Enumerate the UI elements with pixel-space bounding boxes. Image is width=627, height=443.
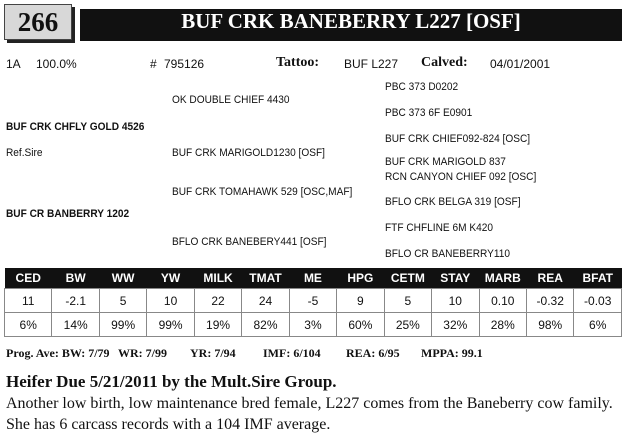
epd-table: CED BW WW YW MILK TMAT ME HPG CETM STAY MARB REA BFA… [3, 268, 622, 337]
great-grandparent: FTF CHFLINE 6M K420 [385, 222, 493, 234]
epd-header: MARB [479, 268, 527, 289]
grandparent: OK DOUBLE CHIEF 4430 [172, 94, 290, 106]
epd-percentile: 28% [478, 312, 527, 337]
epd-header: STAY [431, 268, 480, 289]
epd-header: HPG [336, 268, 385, 289]
comment-heading: Heifer Due 5/21/2011 by the Mult.Sire Gr… [6, 372, 337, 391]
great-grandparent: BFLO CR BANEBERRY110 [385, 248, 511, 260]
epd-value: -0.03 [573, 288, 622, 313]
epd-row: 6% 14% 99% 99% 19% 82% 3% 60% 25% 32% 28% 98% 6% [3, 312, 622, 337]
epd-percentile: 32% [431, 312, 480, 337]
calved-label: Calved: [421, 55, 468, 70]
epd-row: CED BW WW YW MILK TMAT ME HPG CETM STAY MARB REA BFA… [4, 268, 622, 289]
epd-percentile: 14% [51, 312, 100, 337]
epd-percentile: 60% [336, 312, 385, 337]
epd-header: YW [146, 268, 195, 289]
epd-percentile: 82% [241, 312, 290, 337]
tattoo: BUF L227 [344, 57, 399, 71]
great-grandparent: BUF CRK CHIEF092-824 [OSC] [385, 133, 531, 145]
dam: BUF CR BANBERRY 1202 [6, 208, 130, 220]
progeny-average: Prog. Ave: BW: 7/79 [6, 346, 110, 360]
epd-header: ME [289, 268, 337, 289]
great-grandparent: BUF CRK MARIGOLD 837 [385, 156, 506, 168]
epd-percentile: 25% [383, 312, 433, 337]
epd-percentile: 3% [288, 312, 338, 337]
epd-header: TMAT [241, 268, 290, 289]
great-grandparent: PBC 373 6F E0901 [385, 107, 473, 119]
great-grandparent: BFLO CRK BELGA 319 [OSF] [385, 196, 521, 208]
sire: BUF CRK CHFLY GOLD 4526 [6, 121, 145, 133]
progeny-average: MPPA: 99.1 [421, 346, 483, 360]
epd-value: 0.10 [478, 288, 527, 313]
progeny-average: REA: 6/95 [346, 346, 400, 360]
epd-header: BW [51, 268, 100, 289]
epd-value: 22 [193, 288, 243, 313]
epd-percentile: 98% [525, 312, 575, 337]
title-bar [80, 9, 622, 41]
epd-header: REA [526, 268, 574, 289]
sire-note: Ref.Sire [6, 147, 43, 159]
grandparent: BFLO CRK BANEBERY441 [OSF] [172, 236, 327, 248]
great-grandparent: PBC 373 D0202 [385, 81, 459, 93]
registration: 1A [6, 57, 21, 71]
epd-value: 10 [431, 288, 480, 313]
epd-row: 11 -2.1 5 10 22 24 -5 9 5 10 0.10 -0.32 -0.03 [3, 288, 622, 313]
epd-value: 24 [241, 288, 290, 313]
epd-header: MILK [194, 268, 242, 289]
grandparent: BUF CRK MARIGOLD1230 [OSF] [172, 147, 325, 159]
progeny-average: YR: 7/94 [190, 346, 236, 360]
epd-value: 10 [146, 288, 195, 313]
lot-number: 266 [4, 4, 72, 40]
epd-percentile: 6% [3, 312, 53, 337]
epd-header: BFAT [573, 268, 622, 289]
epd-percentile: 19% [193, 312, 243, 337]
reg-number: 795126 [164, 57, 205, 71]
epd-value: -2.1 [51, 288, 100, 313]
epd-value: 5 [98, 288, 148, 313]
epd-value: 11 [3, 288, 53, 313]
epd-percentile: 99% [98, 312, 148, 337]
tattoo-label: Tattoo: [276, 55, 320, 70]
grandparent: BUF CRK TOMAHAWK 529 [OSC,MAF] [172, 186, 353, 198]
epd-percentile: 99% [146, 312, 195, 337]
epd-value: -0.32 [525, 288, 575, 313]
comment-text: Another low birth, low maintenance bred … [6, 395, 613, 433]
epd-header: CETM [384, 268, 432, 289]
number-label: # [150, 57, 157, 71]
epd-value: 5 [383, 288, 433, 313]
animal-name: BUF CRK BANEBERRY L227 [OSF] [181, 9, 521, 33]
calved: 04/01/2001 [490, 57, 551, 71]
epd-header: CED [4, 268, 52, 289]
epd-value: -5 [288, 288, 338, 313]
progeny-average: IMF: 6/104 [263, 346, 321, 360]
epd-header: WW [99, 268, 147, 289]
great-grandparent: RCN CANYON CHIEF 092 [OSC] [385, 171, 537, 183]
percent: 100.0% [36, 57, 77, 71]
epd-percentile: 6% [573, 312, 622, 337]
progeny-average: WR: 7/99 [118, 346, 167, 360]
epd-value: 9 [336, 288, 385, 313]
